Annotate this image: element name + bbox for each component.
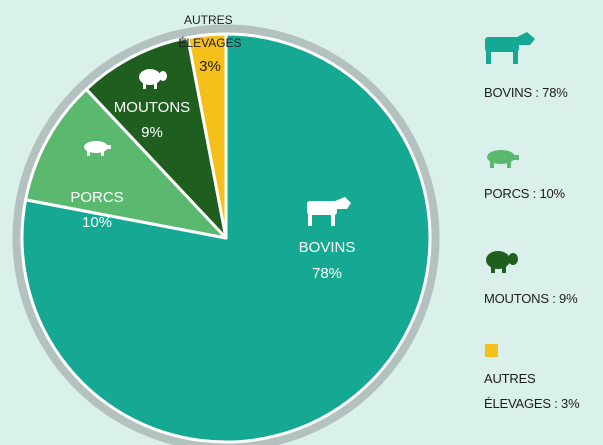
slice-label: PORCS <box>70 189 123 206</box>
slices <box>20 32 432 444</box>
sheep-icon <box>139 69 167 89</box>
legend-swatch <box>485 344 498 357</box>
slice-label: BOVINS <box>299 239 356 256</box>
slice-value-label: 10% <box>82 214 112 231</box>
pig-icon <box>84 141 111 156</box>
legend-label: MOUTONS : 9% <box>484 291 578 306</box>
legend-label: PORCS : 10% <box>484 186 565 201</box>
pie-slice <box>186 32 228 240</box>
pie-ring <box>12 24 440 445</box>
slice-value-label: 78% <box>312 265 342 282</box>
pie-slice <box>24 87 228 240</box>
legend-sheep-icon <box>486 251 518 273</box>
cow-icon <box>307 197 351 226</box>
legend-pig-icon <box>487 150 519 168</box>
pie-slice <box>84 36 228 240</box>
slice-label: AUTRES ÉLEVAGES <box>178 13 241 50</box>
legend-icons <box>485 32 535 357</box>
legend-cow-icon <box>485 32 535 64</box>
slice-value-label: 3% <box>199 58 221 75</box>
slice-icons <box>84 69 351 226</box>
slice-label: MOUTONS <box>114 99 190 116</box>
legend-label: AUTRES ÉLEVAGES : 3% <box>484 371 580 411</box>
slice-value-label: 9% <box>141 124 163 141</box>
legend-label: BOVINS : 78% <box>484 85 568 100</box>
